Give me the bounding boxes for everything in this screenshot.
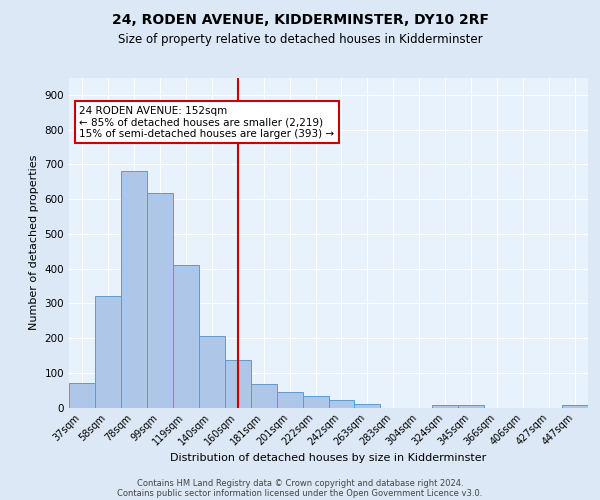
Bar [458,405,484,407]
Bar [562,404,588,407]
Bar [69,383,95,407]
X-axis label: Distribution of detached houses by size in Kidderminster: Distribution of detached houses by size … [170,453,487,463]
Y-axis label: Number of detached properties: Number of detached properties [29,155,39,330]
Bar [147,193,173,408]
Bar [225,360,251,408]
Text: Size of property relative to detached houses in Kidderminster: Size of property relative to detached ho… [118,32,482,46]
Bar [121,172,147,408]
Bar [199,336,224,407]
Text: Contains HM Land Registry data © Crown copyright and database right 2024.: Contains HM Land Registry data © Crown c… [137,478,463,488]
Bar [251,384,277,407]
Bar [302,396,329,407]
Bar [173,265,199,408]
Text: Contains public sector information licensed under the Open Government Licence v3: Contains public sector information licen… [118,488,482,498]
Text: 24 RODEN AVENUE: 152sqm
← 85% of detached houses are smaller (2,219)
15% of semi: 24 RODEN AVENUE: 152sqm ← 85% of detache… [79,106,335,138]
Text: 24, RODEN AVENUE, KIDDERMINSTER, DY10 2RF: 24, RODEN AVENUE, KIDDERMINSTER, DY10 2R… [112,12,488,26]
Bar [355,404,380,407]
Bar [277,392,302,407]
Bar [329,400,355,407]
Bar [95,296,121,408]
Bar [433,405,458,407]
